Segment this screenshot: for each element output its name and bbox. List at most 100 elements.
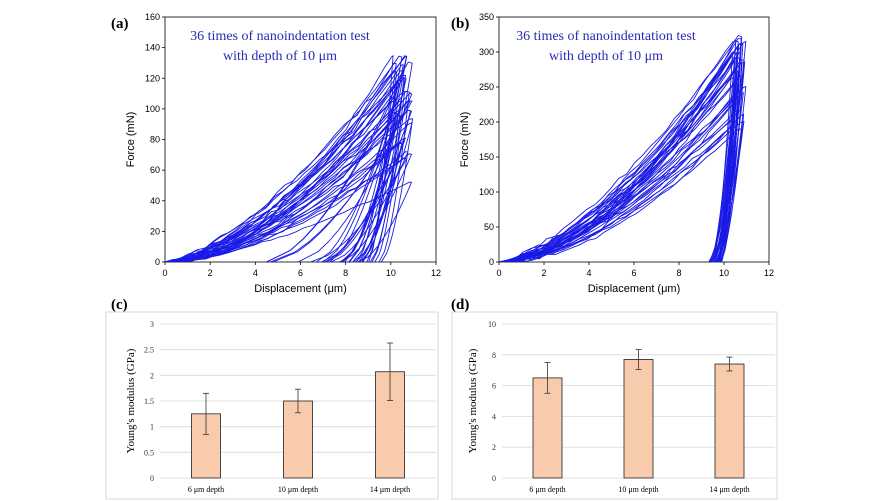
y-tick-label: 2 — [492, 443, 496, 452]
y-axis-label: Young's modulus (GPa) — [467, 348, 479, 453]
load-curve-4 — [499, 104, 733, 262]
y-tick-label: 0.5 — [144, 448, 154, 457]
chart-frame — [451, 311, 778, 500]
load-curve-24 — [499, 46, 739, 262]
load-curve-31 — [499, 38, 742, 262]
y-tick-label: 4 — [492, 412, 496, 421]
x-tick-label: 2 — [541, 268, 546, 278]
y-tick-label: 10 — [488, 320, 496, 329]
bar-1 — [532, 377, 563, 479]
load-curve-30 — [165, 121, 413, 262]
load-curve-36 — [499, 110, 738, 262]
y-tick-label: 150 — [479, 152, 494, 162]
load-curve-25 — [165, 75, 407, 262]
y-tick-label: 160 — [145, 12, 160, 22]
y-tick-label: 250 — [479, 82, 494, 92]
load-curve-27 — [499, 126, 734, 262]
load-curve-26 — [165, 79, 402, 262]
y-axis-label: Force (mN) — [459, 112, 471, 168]
x-tick-label: 0 — [162, 268, 167, 278]
x-tick-label: 2 — [208, 268, 213, 278]
y-tick-label: 80 — [150, 135, 160, 145]
bar-3 — [714, 363, 745, 479]
load-curve-30 — [499, 128, 743, 262]
x-tick-label: 12 — [431, 268, 441, 278]
x-tick-label: 4 — [253, 268, 258, 278]
y-tick-label: 50 — [484, 222, 494, 232]
load-curve-20 — [499, 51, 734, 262]
load-curve-13 — [499, 39, 739, 262]
y-tick-label: 0 — [150, 474, 154, 483]
x-tick-label: 6 — [631, 268, 636, 278]
panel-label-a: (a) — [111, 16, 129, 32]
load-curve-33 — [165, 153, 413, 262]
x-tick-label: 12 — [764, 268, 774, 278]
y-tick-label: 20 — [150, 226, 160, 236]
x-category-label: 10 μm depth — [618, 485, 658, 494]
y-tick-label: 60 — [150, 165, 160, 175]
annotation-line-2: with depth of 10 μm — [549, 49, 663, 64]
youngs-modulus-bar-chart-c: 0 0.5 1 1.5 2 2.5 3 Young's modulus (GPa) 6 μm d… — [105, 311, 439, 500]
y-axis-label: Young's modulus (GPa) — [125, 348, 137, 453]
force-displacement-chart-b: 0 2 4 6 8 10 12 0 50 100 150 200 250 300 350 Displaceme… — [459, 12, 774, 295]
x-tick-label: 10 — [386, 268, 396, 278]
y-tick-label: 100 — [145, 104, 160, 114]
load-curve-18 — [165, 109, 413, 262]
load-curve-34 — [499, 68, 738, 262]
annotation-line-1: 36 times of nanoindentation test — [190, 29, 370, 44]
load-curve-21 — [499, 59, 736, 262]
load-curve-7 — [499, 45, 739, 262]
load-curve-9 — [499, 85, 747, 262]
y-tick-label: 2 — [150, 371, 154, 380]
y-axis-label: Force (mN) — [125, 112, 137, 168]
x-category-label: 10 μm depth — [278, 485, 318, 494]
y-tick-label: 0 — [489, 257, 494, 267]
panel-label-d: (d) — [451, 297, 469, 313]
panel-label-b: (b) — [451, 16, 469, 32]
y-tick-label: 100 — [479, 187, 494, 197]
load-curve-36 — [165, 62, 397, 262]
load-curve-5 — [499, 113, 745, 262]
load-curve-24 — [165, 54, 407, 262]
load-curve-29 — [165, 143, 403, 262]
y-tick-label: 350 — [479, 12, 494, 22]
x-category-label: 14 μm depth — [370, 485, 410, 494]
x-axis-label: Displacement (μm) — [588, 283, 681, 295]
load-curve-9 — [165, 144, 400, 262]
x-category-label: 6 μm depth — [529, 485, 565, 494]
y-tick-label: 0 — [155, 257, 160, 267]
y-tick-label: 2.5 — [144, 346, 154, 355]
youngs-modulus-bar-chart-d: 0 2 4 6 8 10 Young's modulus (GPa) 6 μm depth 10… — [451, 311, 778, 500]
x-tick-label: 6 — [298, 268, 303, 278]
load-curve-33 — [499, 109, 742, 262]
curves — [165, 54, 414, 262]
x-category-label: 6 μm depth — [188, 485, 224, 494]
load-curve-32 — [499, 34, 743, 262]
y-tick-label: 120 — [145, 73, 160, 83]
y-tick-label: 1.5 — [144, 397, 154, 406]
load-curve-11 — [165, 71, 398, 262]
x-axis-label: Displacement (μm) — [254, 283, 347, 295]
annotation-line-2: with depth of 10 μm — [223, 49, 337, 64]
load-curve-13 — [165, 118, 414, 262]
annotation-line-1: 36 times of nanoindentation test — [516, 29, 696, 44]
y-tick-label: 8 — [492, 351, 496, 360]
panel-label-c: (c) — [111, 297, 128, 313]
load-curve-18 — [499, 75, 742, 262]
load-curve-17 — [165, 90, 406, 262]
load-curve-1 — [499, 95, 741, 262]
y-tick-label: 140 — [145, 43, 160, 53]
curves — [499, 34, 747, 262]
y-tick-label: 200 — [479, 117, 494, 127]
x-tick-label: 4 — [586, 268, 591, 278]
x-tick-label: 8 — [343, 268, 348, 278]
y-tick-label: 1 — [150, 423, 154, 432]
load-curve-23 — [165, 82, 400, 262]
chart-frame — [105, 311, 439, 500]
force-displacement-chart-a: 0 2 4 6 8 10 12020406080100120140160Displaceme… — [125, 12, 441, 295]
bar-2 — [623, 359, 654, 479]
load-curve-25 — [499, 40, 737, 262]
load-curve-35 — [165, 64, 404, 262]
y-tick-label: 0 — [492, 474, 496, 483]
